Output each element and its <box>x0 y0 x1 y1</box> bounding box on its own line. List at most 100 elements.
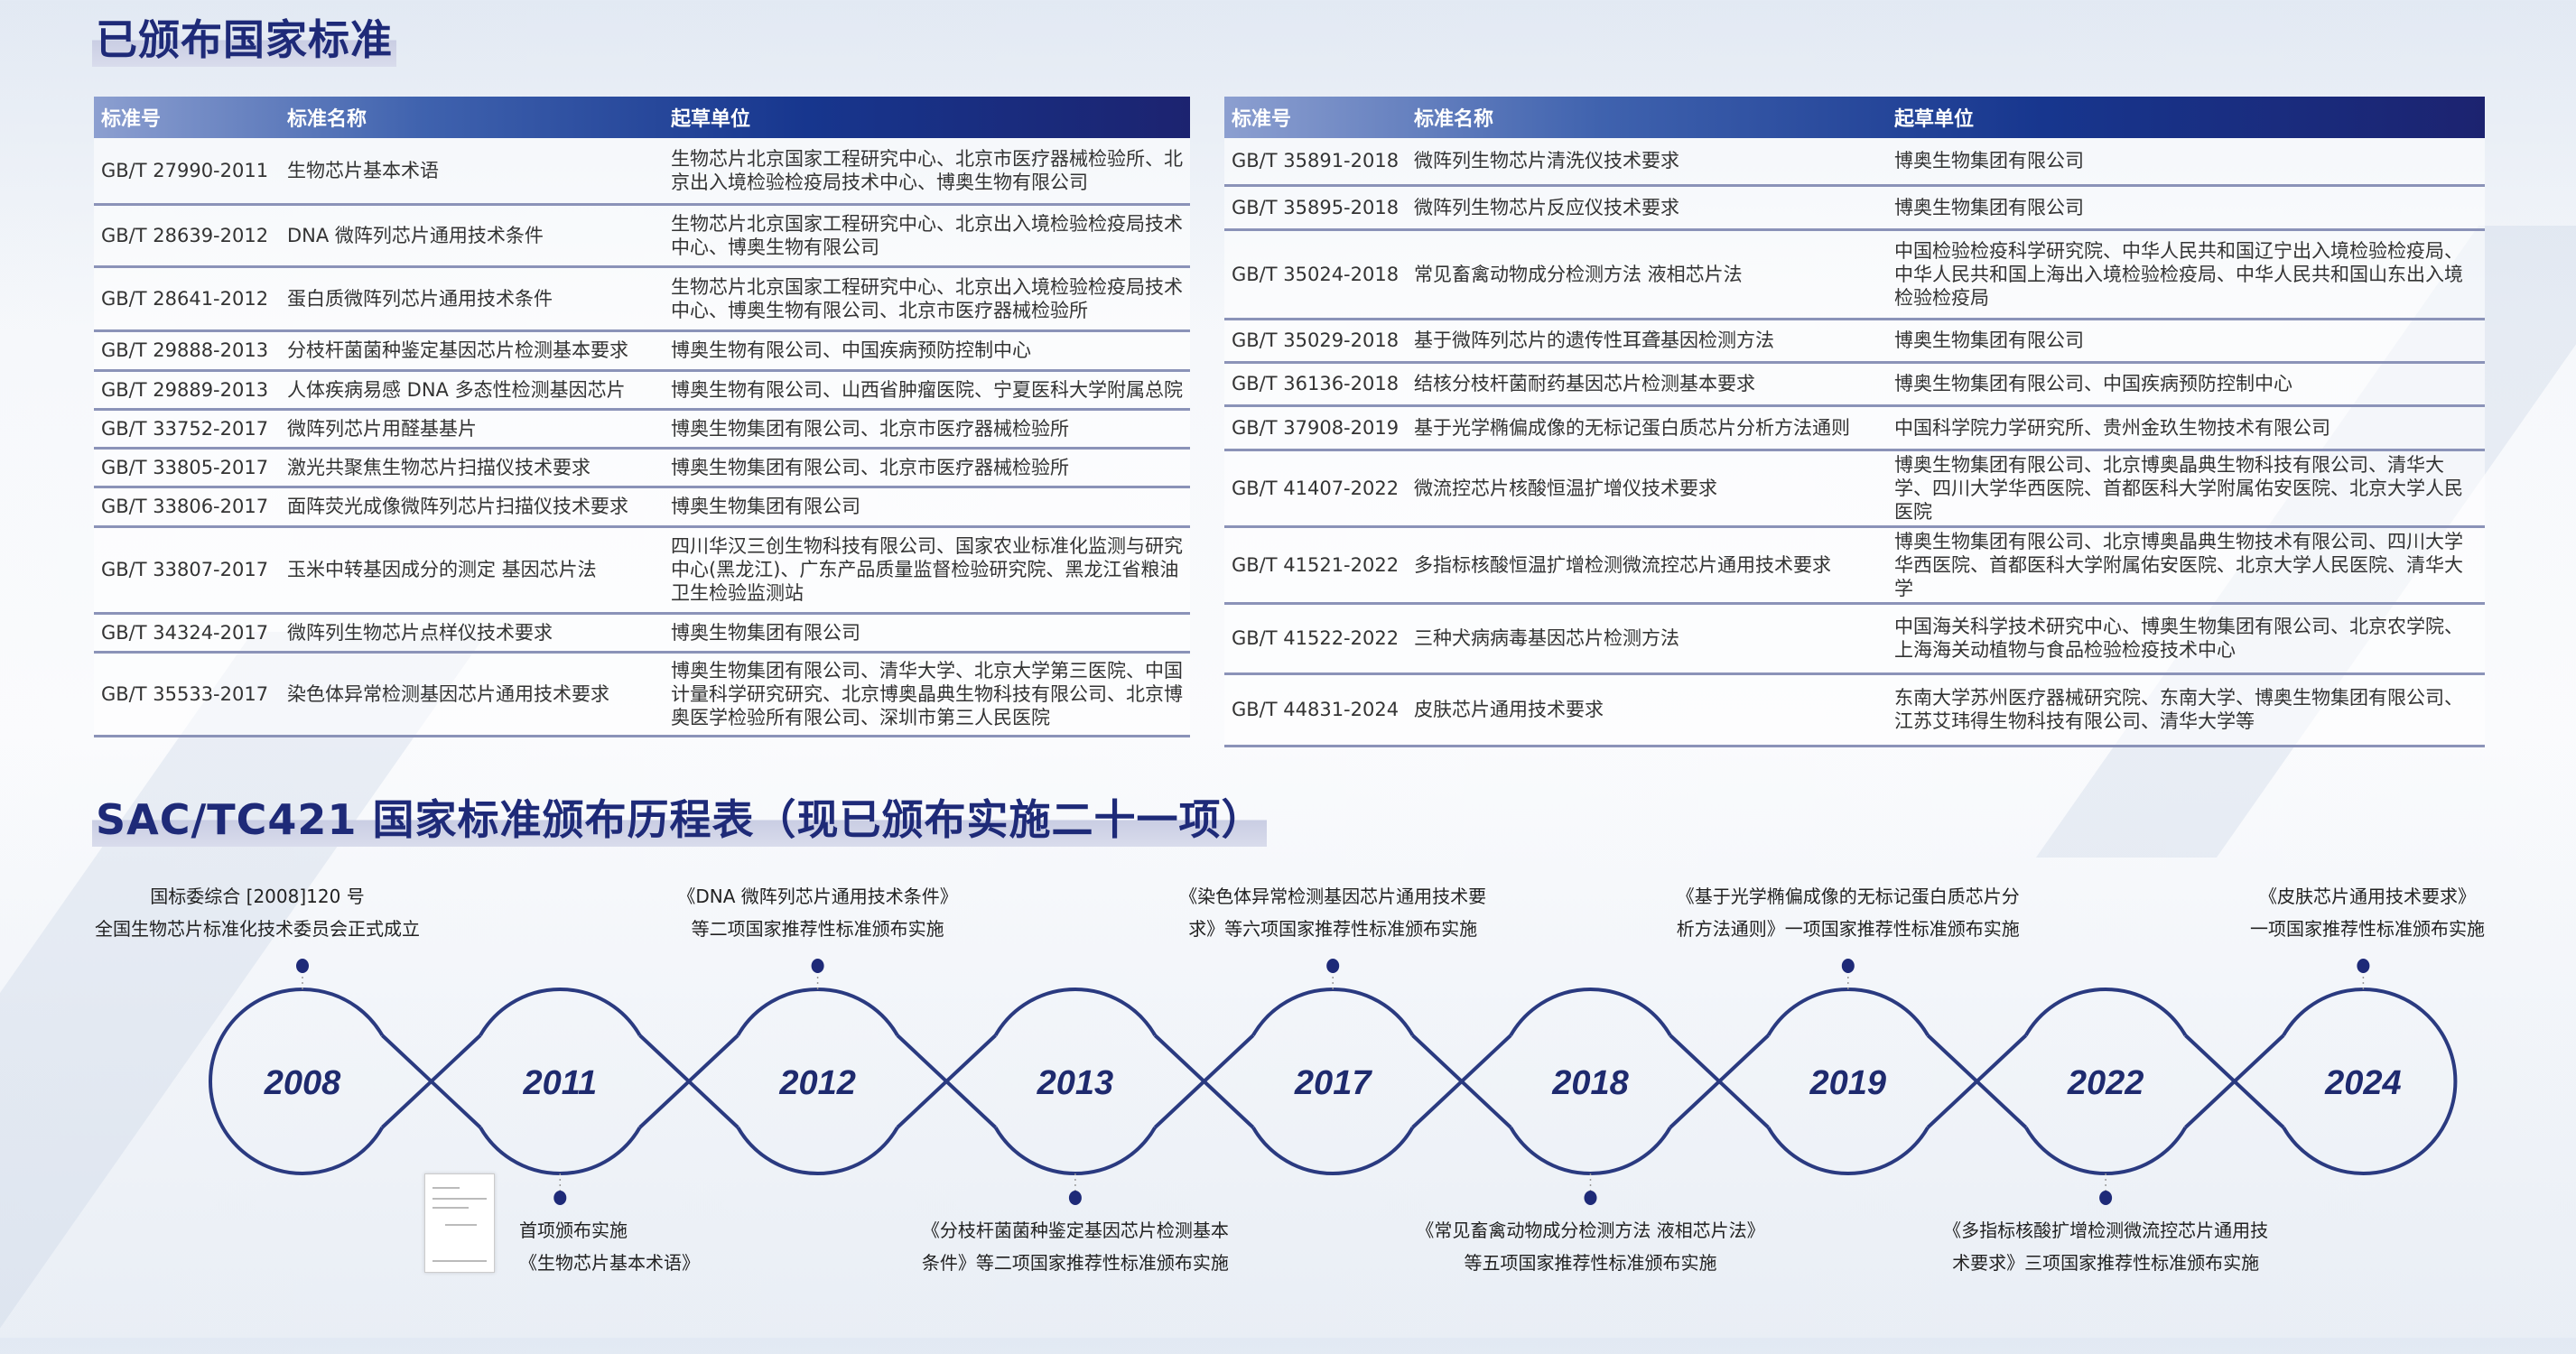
cell-drafting-unit: 博奥生物集团有限公司、北京博奥晶典生物科技有限公司、清华大学、四川大学华西医院、… <box>1887 450 2485 528</box>
cell-standard-no: GB/T 29888-2013 <box>94 330 280 372</box>
standard-document-thumbnail <box>424 1173 495 1273</box>
cell-drafting-unit: 博奥生物集团有限公司、中国疾病预防控制中心 <box>1887 362 2485 407</box>
cell-standard-no: GB/T 33805-2017 <box>94 448 280 488</box>
cell-standard-no: GB/T 35029-2018 <box>1224 319 1407 364</box>
timeline-year-2019: 2019 <box>1809 1064 1887 1102</box>
cell-standard-no: GB/T 29889-2013 <box>94 370 280 411</box>
timeline-description-line: 术要求》三项国家推荐性标准颁布实施 <box>1952 1252 2260 1274</box>
timeline-description-line: 条件》等二项国家推荐性标准颁布实施 <box>921 1252 1229 1274</box>
cell-standard-no: GB/T 33807-2017 <box>94 526 280 615</box>
cell-standard-name: 人体疾病易感 DNA 多态性检测基因芯片 <box>280 370 664 411</box>
table-row: GB/T 35024-2018 常见畜禽动物成分检测方法 液相芯片法 中国检验检疫科… <box>1224 229 2485 320</box>
timeline-dot <box>1841 959 1855 973</box>
timeline-description-line: 一项国家推荐性标准颁布实施 <box>2250 918 2485 940</box>
timeline-arc-bottom <box>1509 1126 1672 1175</box>
timeline-description-2018: 《常见畜禽动物成分检测方法 液相芯片法》 等五项国家推荐性标准颁布实施 <box>1416 1214 1764 1279</box>
header-drafting-unit: 起草单位 <box>671 108 751 131</box>
table-row: GB/T 33805-2017 激光共聚焦生物芯片扫描仪技术要求 博奥生物集团有限公… <box>94 448 1190 488</box>
timeline-year-2017: 2017 <box>1294 1064 1372 1102</box>
table-row: GB/T 35029-2018 基于微阵列芯片的遗传性耳聋基因检测方法 博奥生物集团… <box>1224 319 2485 364</box>
timeline-description-2024: 《皮肤芯片通用技术要求》 一项国家推荐性标准颁布实施 <box>2250 880 2485 945</box>
cell-standard-no: GB/T 27990-2011 <box>94 138 280 206</box>
timeline-description-line: 析方法通则》一项国家推荐性标准颁布实施 <box>1676 918 2020 940</box>
timeline-dot <box>553 1191 567 1205</box>
table-row: GB/T 33806-2017 面阵荧光成像微阵列芯片扫描仪技术要求 博奥生物集团有… <box>94 487 1190 528</box>
timeline-connector <box>380 1034 482 1129</box>
header-standard-name: 标准名称 <box>287 108 367 131</box>
timeline-arc-top <box>2024 988 2188 1037</box>
cell-drafting-unit: 博奥生物集团有限公司 <box>664 613 1190 654</box>
timeline-description-line: 《生物芯片基本术语》 <box>519 1252 700 1274</box>
timeline-description-line: 《基于光学椭偏成像的无标记蛋白质芯片分 <box>1676 886 2020 907</box>
cell-standard-no: GB/T 35891-2018 <box>1224 138 1407 187</box>
timeline-connector <box>2184 1034 2285 1129</box>
timeline-year-2013: 2013 <box>1037 1064 1114 1102</box>
table-row: GB/T 36136-2018 结核分枝杆菌耐药基因芯片检测基本要求 博奥生物集团有… <box>1224 362 2485 407</box>
table-row: GB/T 35895-2018 微阵列生物芯片反应仪技术要求 博奥生物集团有限公司 <box>1224 185 2485 231</box>
timeline-description-line: 《DNA 微阵列芯片通用技术条件》 <box>677 886 958 907</box>
timeline-loop <box>2282 988 2458 1175</box>
timeline-dot <box>1584 1191 1597 1205</box>
timeline-arc-top <box>479 988 642 1037</box>
cell-drafting-unit: 中国海关科学技术研究中心、博奥生物集团有限公司、北京农学院、上海海关动植物与食品… <box>1887 603 2485 675</box>
timeline-year-2008: 2008 <box>264 1064 341 1102</box>
timeline-arc-bottom <box>993 1126 1157 1175</box>
timeline-connector <box>1669 1034 1770 1129</box>
timeline-description-2012: 《DNA 微阵列芯片通用技术条件》 等二项国家推荐性标准颁布实施 <box>677 880 957 945</box>
timeline-dot <box>2099 1191 2113 1205</box>
timeline-dot <box>296 959 309 973</box>
timeline-year-2024: 2024 <box>2324 1064 2402 1102</box>
cell-drafting-unit: 博奥生物集团有限公司、北京博奥晶典生物技术有限公司、四川大学华西医院、首都医科大… <box>1887 526 2485 605</box>
cell-drafting-unit: 东南大学苏州医疗器械研究院、东南大学、博奥生物集团有限公司、江苏艾玮得生物科技有… <box>1887 673 2485 747</box>
timeline-connector <box>1926 1034 2028 1129</box>
cell-drafting-unit: 中国科学院力学研究所、贵州金玖生物技术有限公司 <box>1887 405 2485 451</box>
cell-drafting-unit: 四川华汉三创生物科技有限公司、国家农业标准化监测与研究中心(黑龙江)、广东产品质… <box>664 526 1190 615</box>
timeline-arc-bottom <box>479 1126 642 1175</box>
cell-standard-no: GB/T 36136-2018 <box>1224 362 1407 407</box>
cell-drafting-unit: 生物芯片北京国家工程研究中心、北京出入境检验检疫局技术中心、博奥生物有限公司 <box>664 204 1190 268</box>
timeline-description-line: 求》等六项国家推荐性标准颁布实施 <box>1188 918 1478 940</box>
table-row: GB/T 28641-2012 蛋白质微阵列芯片通用技术条件 生物芯片北京国家工程研… <box>94 266 1190 332</box>
cell-standard-no: GB/T 33806-2017 <box>94 487 280 528</box>
timeline-arc-top <box>1251 988 1415 1037</box>
timeline-connector <box>1411 1034 1512 1129</box>
table-row: GB/T 29888-2013 分枝杆菌菌种鉴定基因芯片检测基本要求 博奥生物有限公… <box>94 330 1190 372</box>
cell-standard-name: DNA 微阵列芯片通用技术条件 <box>280 204 664 268</box>
cell-drafting-unit: 博奥生物集团有限公司 <box>1887 319 2485 364</box>
table-row: GB/T 27990-2011 生物芯片基本术语 生物芯片北京国家工程研究中心、北京… <box>94 138 1190 206</box>
timeline-description-line: 等五项国家推荐性标准颁布实施 <box>1464 1252 1717 1274</box>
header-standard-no: 标准号 <box>1232 108 1292 131</box>
cell-standard-no: GB/T 34324-2017 <box>94 613 280 654</box>
timeline-arc-bottom <box>2024 1126 2188 1175</box>
timeline-description-line: 国标委综合 [2008]120 号 <box>150 886 365 907</box>
table-row: GB/T 28639-2012 DNA 微阵列芯片通用技术条件 生物芯片北京国家工程… <box>94 204 1190 268</box>
cell-standard-no: GB/T 41521-2022 <box>1224 526 1407 605</box>
cell-standard-no: GB/T 28639-2012 <box>94 204 280 268</box>
timeline-description-2017: 《染色体异常检测基因芯片通用技术要 求》等六项国家推荐性标准颁布实施 <box>1179 880 1486 945</box>
cell-standard-name: 三种犬病病毒基因芯片检测方法 <box>1407 603 1887 675</box>
cell-drafting-unit: 博奥生物有限公司、山西省肿瘤医院、宁夏医科大学附属总院 <box>664 370 1190 411</box>
cell-standard-name: 常见畜禽动物成分检测方法 液相芯片法 <box>1407 229 1887 320</box>
header-standard-name: 标准名称 <box>1414 108 1494 131</box>
cell-drafting-unit: 博奥生物集团有限公司 <box>664 487 1190 528</box>
cell-drafting-unit: 博奥生物集团有限公司 <box>1887 138 2485 187</box>
timeline-year-2011: 2011 <box>522 1064 597 1102</box>
cell-drafting-unit: 博奥生物有限公司、中国疾病预防控制中心 <box>664 330 1190 372</box>
cell-standard-name: 基于光学椭偏成像的无标记蛋白质芯片分析方法通则 <box>1407 405 1887 451</box>
timeline-connector <box>638 1034 739 1129</box>
table-row: GB/T 29889-2013 人体疾病易感 DNA 多态性检测基因芯片 博奥生物有… <box>94 370 1190 411</box>
table-row: GB/T 37908-2019 基于光学椭偏成像的无标记蛋白质芯片分析方法通则 中国… <box>1224 405 2485 451</box>
timeline-dot <box>1326 959 1340 973</box>
standards-table-left: 标准号 标准名称 起草单位 GB/T 27990-2011 生物芯片基本术语 生物芯… <box>94 97 1190 737</box>
cell-drafting-unit: 博奥生物集团有限公司、北京市医疗器械检验所 <box>664 448 1190 488</box>
timeline-arc-bottom <box>736 1126 899 1175</box>
header-standard-no: 标准号 <box>101 108 162 131</box>
timeline-arc-bottom <box>1766 1126 1930 1175</box>
table-row: GB/T 35891-2018 微阵列生物芯片清洗仪技术要求 博奥生物集团有限公司 <box>1224 138 2485 187</box>
timeline-connector <box>1153 1034 1255 1129</box>
timeline-connector <box>896 1034 997 1129</box>
timeline-description-line: 首项颁布实施 <box>519 1220 628 1241</box>
cell-drafting-unit: 生物芯片北京国家工程研究中心、北京市医疗器械检验所、北京出入境检验检疫局技术中心… <box>664 138 1190 206</box>
cell-standard-name: 分枝杆菌菌种鉴定基因芯片检测基本要求 <box>280 330 664 372</box>
